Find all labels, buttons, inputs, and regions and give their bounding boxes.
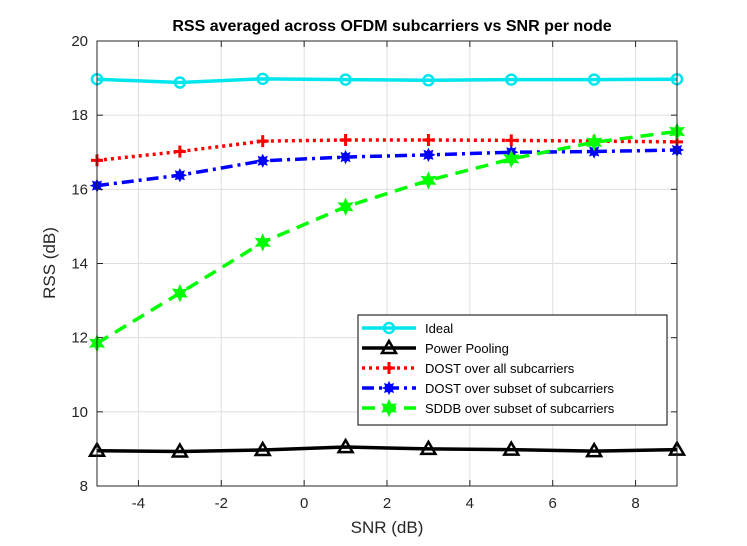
data-point bbox=[422, 134, 435, 147]
series-line bbox=[96, 138, 678, 163]
y-tick-label: 18 bbox=[71, 107, 88, 124]
data-point bbox=[584, 441, 604, 458]
legend-entry: Ideal bbox=[362, 321, 453, 336]
data-point bbox=[173, 76, 187, 89]
series-power-pooling bbox=[87, 437, 687, 458]
x-tick-label: 0 bbox=[300, 495, 308, 512]
legend-entry: Power Pooling bbox=[362, 338, 509, 356]
data-point bbox=[337, 197, 354, 216]
data-point bbox=[502, 440, 521, 456]
y-tick-label: 16 bbox=[71, 181, 88, 198]
y-tick-label: 8 bbox=[80, 478, 88, 495]
data-point bbox=[586, 144, 602, 159]
legend-marker bbox=[383, 362, 395, 374]
x-tick-label: 4 bbox=[466, 495, 474, 512]
data-point bbox=[172, 168, 188, 183]
legend-marker bbox=[381, 380, 397, 396]
data-point bbox=[339, 134, 352, 147]
x-tick-label: -4 bbox=[132, 495, 145, 512]
x-axis-label: SNR (dB) bbox=[351, 518, 424, 537]
data-point bbox=[586, 133, 603, 152]
y-axis-label: RSS (dB) bbox=[40, 227, 59, 299]
data-point bbox=[422, 74, 435, 87]
legend-marker bbox=[379, 338, 399, 355]
x-tick-label: 2 bbox=[383, 495, 391, 512]
y-tick-label: 20 bbox=[71, 33, 88, 50]
series-line bbox=[96, 445, 678, 454]
data-point bbox=[338, 149, 353, 165]
legend-entry: SDDB over subset of subcarriers bbox=[362, 398, 615, 418]
legend-entry: DOST over all subcarriers bbox=[362, 361, 575, 376]
data-point bbox=[505, 73, 518, 86]
legend-entry: DOST over subset of subcarriers bbox=[362, 380, 615, 396]
data-point bbox=[173, 145, 186, 158]
legend-label: DOST over all subcarriers bbox=[425, 361, 575, 376]
chart-title: RSS averaged across OFDM subcarriers vs … bbox=[172, 18, 611, 35]
data-point bbox=[505, 134, 518, 147]
legend-label: DOST over subset of subcarriers bbox=[425, 381, 615, 396]
legend: Ideal Power Pooling DOST over all subcarri… bbox=[357, 314, 668, 426]
data-point bbox=[253, 440, 272, 457]
x-tick-label: 6 bbox=[549, 495, 557, 512]
series-line bbox=[96, 148, 678, 188]
data-point bbox=[256, 72, 269, 86]
data-point bbox=[503, 149, 520, 169]
data-point bbox=[420, 171, 437, 190]
data-point bbox=[171, 283, 188, 303]
series-line bbox=[96, 77, 678, 85]
x-tick-label: 8 bbox=[631, 495, 639, 512]
y-tick-label: 12 bbox=[71, 330, 88, 347]
y-tick-label: 14 bbox=[71, 256, 88, 273]
legend-label: SDDB over subset of subcarriers bbox=[425, 401, 615, 416]
data-point bbox=[339, 73, 352, 86]
data-point bbox=[419, 439, 438, 456]
data-point bbox=[255, 153, 270, 168]
data-point bbox=[336, 437, 355, 454]
series-line bbox=[96, 129, 678, 345]
series-ideal bbox=[90, 72, 684, 89]
axis-ticks: -4 -2 0 2 4 6 8 8 10 12 14 16 18 20 bbox=[71, 33, 677, 512]
data-point bbox=[254, 233, 271, 252]
data-point bbox=[587, 73, 601, 86]
legend-marker bbox=[380, 398, 398, 418]
legend-label: Power Pooling bbox=[425, 341, 509, 356]
legend-marker bbox=[382, 321, 396, 335]
legend-label: Ideal bbox=[425, 321, 453, 336]
data-point bbox=[256, 135, 269, 148]
data-point bbox=[170, 442, 190, 458]
y-tick-label: 10 bbox=[71, 404, 88, 421]
x-tick-label: -2 bbox=[215, 495, 228, 512]
data-point bbox=[421, 147, 436, 162]
